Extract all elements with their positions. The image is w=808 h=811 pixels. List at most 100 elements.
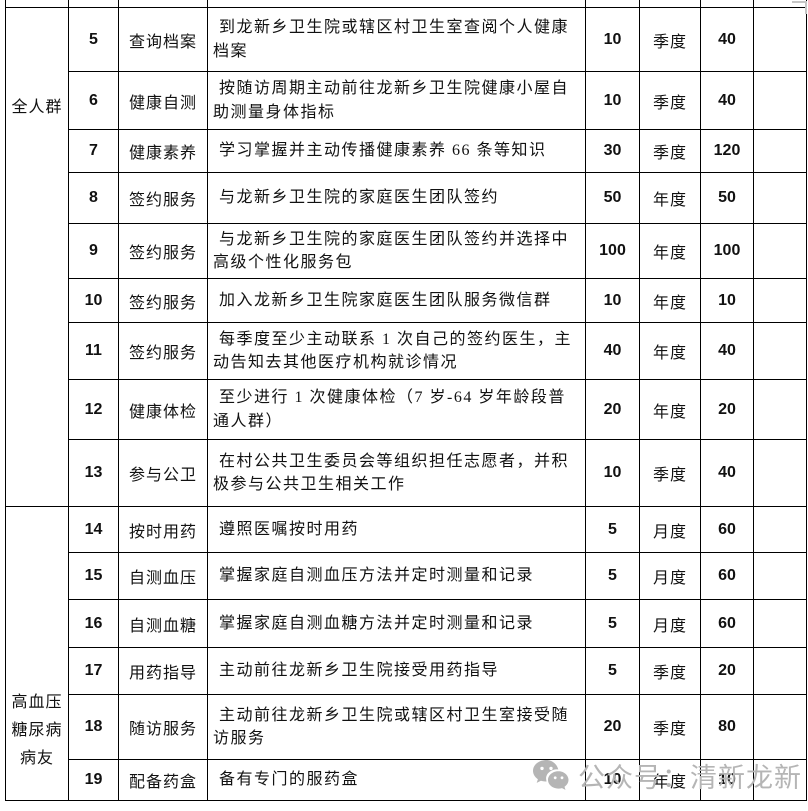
row-no-cell: 10: [68, 278, 119, 323]
remark-cell-empty: [753, 647, 807, 695]
desc-cell: 按随访周期主动前往龙新乡卫生院健康小屋自助测量身体指标: [207, 71, 586, 130]
cycle-cell: 年度: [639, 322, 701, 380]
cycle-cell: 月度: [639, 506, 701, 553]
points-cell: 50: [585, 172, 640, 224]
cut-off-cell: [700, 0, 754, 8]
table-row: 13 参与公卫 在村公共卫生委员会等组织担任志愿者，并积极参与公共卫生相关工作 10 季…: [6, 439, 807, 507]
points-cell: 10: [585, 439, 640, 507]
row-no-cell: 9: [68, 223, 119, 279]
desc-cell: 与龙新乡卫生院的家庭医生团队签约并选择中高级个性化服务包: [207, 223, 586, 279]
remark-cell-empty: [753, 322, 807, 380]
item-cell: 签约服务: [118, 278, 208, 323]
desc-cell: 与龙新乡卫生院的家庭医生团队签约: [207, 172, 586, 224]
remark-cell-empty: [753, 129, 807, 173]
remark-cell-empty: [753, 694, 807, 760]
cycle-cell: 年度: [639, 759, 701, 801]
points-cell: 5: [585, 552, 640, 600]
desc-cell: 在村公共卫生委员会等组织担任志愿者，并积极参与公共卫生相关工作: [207, 439, 586, 507]
total-cell: 40: [700, 7, 754, 72]
row-no-cell: 8: [68, 172, 119, 224]
total-cell: 10: [700, 278, 754, 323]
total-cell: 60: [700, 599, 754, 648]
row-no-cell: 11: [68, 322, 119, 380]
row-no-cell: 16: [68, 599, 119, 648]
remark-cell-empty: [753, 439, 807, 507]
remark-cell-empty: [753, 552, 807, 600]
row-no-cell: 14: [68, 506, 119, 553]
cycle-cell: 季度: [639, 71, 701, 130]
desc-cell: 掌握家庭自测血糖方法并定时测量和记录: [207, 599, 586, 648]
table-row: 18 随访服务 主动前往龙新乡卫生院或辖区村卫生室接受随访服务 20 季度 80: [6, 694, 807, 760]
table-row: 6 健康自测 按随访周期主动前往龙新乡卫生院健康小屋自助测量身体指标 10 季度 40: [6, 71, 807, 130]
table-row: 10 签约服务 加入龙新乡卫生院家庭医生团队服务微信群 10 年度 10: [6, 278, 807, 323]
total-cell: 120: [700, 129, 754, 173]
cycle-cell: 年度: [639, 379, 701, 440]
table-row: 7 健康素养 学习掌握并主动传播健康素养 66 条等知识 30 季度 120: [6, 129, 807, 173]
item-cell: 签约服务: [118, 223, 208, 279]
cycle-cell: 年度: [639, 278, 701, 323]
cut-off-cell: [639, 0, 701, 8]
points-cell: 20: [585, 694, 640, 760]
desc-cell: 备有专门的服药盒: [207, 759, 586, 801]
total-cell: 40: [700, 71, 754, 130]
table-row: 19 配备药盒 备有专门的服药盒 10 年度 10: [6, 759, 807, 801]
cut-off-row: [5, 0, 807, 8]
remark-cell-empty: [753, 599, 807, 648]
remark-cell-empty: [753, 278, 807, 323]
desc-cell: 遵照医嘱按时用药: [207, 506, 586, 553]
table-row: 9 签约服务 与龙新乡卫生院的家庭医生团队签约并选择中高级个性化服务包 100 年度 10…: [6, 223, 807, 279]
table-row: 16 自测血糖 掌握家庭自测血糖方法并定时测量和记录 5 月度 60: [6, 599, 807, 648]
remark-cell-empty: [753, 71, 807, 130]
remark-cell-empty: [753, 172, 807, 224]
cycle-cell: 年度: [639, 223, 701, 279]
cut-off-cell: [68, 0, 119, 8]
points-cell: 5: [585, 599, 640, 648]
total-cell: 40: [700, 439, 754, 507]
item-cell: 用药指导: [118, 647, 208, 695]
desc-cell: 到龙新乡卫生院或辖区村卫生室查阅个人健康档案: [207, 7, 586, 72]
item-cell: 健康素养: [118, 129, 208, 173]
row-no-cell: 6: [68, 71, 119, 130]
remark-cell-empty: [753, 506, 807, 553]
table-row: 12 健康体检 至少进行 1 次健康体检（7 岁-64 岁年龄段普通人群） 20 年度 2…: [6, 379, 807, 440]
group-label: 高血压糖尿病病友: [5, 506, 69, 801]
table-row: 11 签约服务 每季度至少主动联系 1 次自己的签约医生，主动告知去其他医疗机构就诊…: [6, 322, 807, 380]
desc-cell: 主动前往龙新乡卫生院接受用药指导: [207, 647, 586, 695]
crop-corner-mark: [792, 1, 807, 14]
points-cell: 5: [585, 506, 640, 553]
desc-cell: 学习掌握并主动传播健康素养 66 条等知识: [207, 129, 586, 173]
row-no-cell: 17: [68, 647, 119, 695]
table-row: 15 自测血压 掌握家庭自测血压方法并定时测量和记录 5 月度 60: [6, 552, 807, 600]
total-cell: 60: [700, 552, 754, 600]
points-cell: 10: [585, 759, 640, 801]
total-cell: 20: [700, 379, 754, 440]
desc-cell: 加入龙新乡卫生院家庭医生团队服务微信群: [207, 278, 586, 323]
cut-off-cell: [118, 0, 208, 8]
item-cell: 健康自测: [118, 71, 208, 130]
table-row: 8 签约服务 与龙新乡卫生院的家庭医生团队签约 50 年度 50: [6, 172, 807, 224]
points-cell: 10: [585, 7, 640, 72]
points-cell: 40: [585, 322, 640, 380]
table-row: 高血压糖尿病病友 14 按时用药 遵照医嘱按时用药 5 月度 60: [5, 506, 807, 801]
row-no-cell: 13: [68, 439, 119, 507]
cut-off-cell: [207, 0, 586, 8]
desc-cell: 掌握家庭自测血压方法并定时测量和记录: [207, 552, 586, 600]
total-cell: 60: [700, 506, 754, 553]
item-cell: 按时用药: [118, 506, 208, 553]
cycle-cell: 月度: [639, 599, 701, 648]
group-label: 全人群: [5, 7, 69, 507]
row-no-cell: 5: [68, 7, 119, 72]
remark-cell-empty: [753, 7, 807, 72]
item-cell: 健康体检: [118, 379, 208, 440]
points-cell: 100: [585, 223, 640, 279]
points-cell: 20: [585, 379, 640, 440]
total-cell: 50: [700, 172, 754, 224]
health-points-table: 全人群 5 查询档案 到龙新乡卫生院或辖区村卫生室查阅个人健康档案 10 季度 40 6 健康自…: [5, 0, 807, 801]
row-no-cell: 15: [68, 552, 119, 600]
desc-cell: 至少进行 1 次健康体检（7 岁-64 岁年龄段普通人群）: [207, 379, 586, 440]
total-cell: 20: [700, 647, 754, 695]
cut-off-cell: [5, 0, 69, 8]
desc-cell: 每季度至少主动联系 1 次自己的签约医生，主动告知去其他医疗机构就诊情况: [207, 322, 586, 380]
row-no-cell: 12: [68, 379, 119, 440]
